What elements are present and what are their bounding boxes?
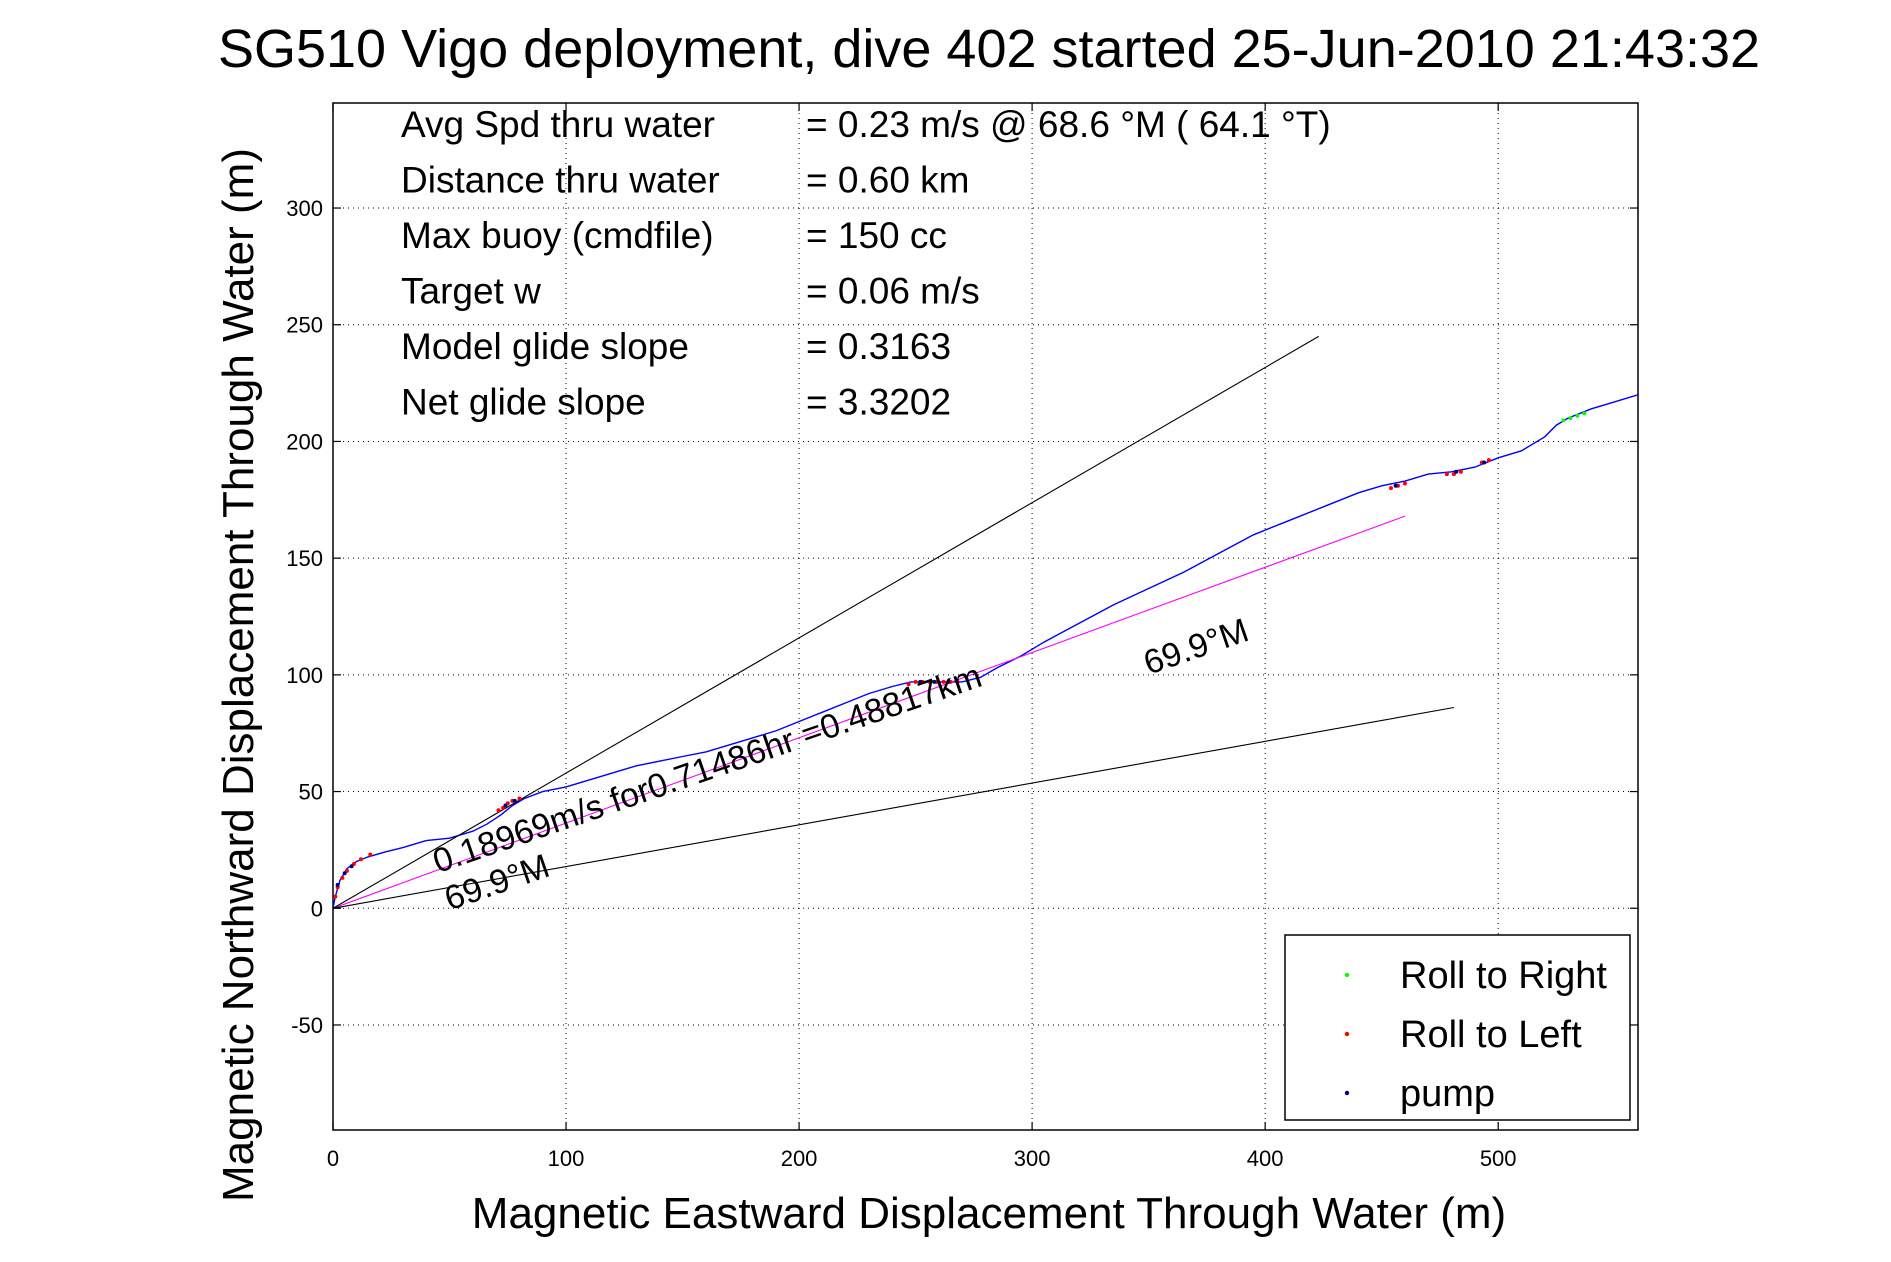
- legend-box: [1284, 934, 1631, 1121]
- marker-point: [1561, 418, 1566, 423]
- legend-label: Roll to Right: [1400, 955, 1607, 997]
- legend-label: Roll to Left: [1400, 1014, 1582, 1056]
- marker-point: [1582, 411, 1587, 416]
- legend-marker: [1344, 1031, 1350, 1037]
- track-line: [333, 394, 1638, 909]
- marker-point: [913, 679, 918, 684]
- marker-point: [335, 882, 340, 887]
- y-tick-label: 200: [286, 429, 323, 454]
- marker-point: [517, 796, 522, 801]
- info-label: Distance thru water: [401, 160, 720, 201]
- info-label: Avg Spd thru water: [401, 104, 715, 145]
- info-label: Model glide slope: [401, 326, 689, 367]
- marker-point: [1388, 486, 1393, 491]
- marker-point: [1402, 481, 1407, 486]
- y-tick-label: 100: [286, 663, 323, 688]
- info-value: = 0.3163: [806, 326, 951, 367]
- x-tick-label: 100: [548, 1146, 585, 1171]
- marker-point: [503, 803, 508, 808]
- marker-point: [340, 875, 345, 880]
- marker-point: [1486, 458, 1491, 463]
- chart-title: SG510 Vigo deployment, dive 402 started …: [218, 19, 1760, 79]
- marker-point: [333, 894, 338, 899]
- x-axis-label: Magnetic Eastward Displacement Through W…: [472, 1189, 1506, 1238]
- info-label: Target w: [401, 271, 541, 312]
- marker-point: [955, 679, 960, 684]
- marker-point: [1444, 472, 1449, 477]
- info-value: = 150 cc: [806, 215, 947, 256]
- info-label: Net glide slope: [401, 382, 646, 423]
- series-group: [333, 335, 1638, 909]
- marker-point: [1575, 413, 1580, 418]
- marker-point: [946, 679, 951, 684]
- marker-point: [1482, 460, 1487, 465]
- legend-marker: [1344, 972, 1350, 978]
- y-axis-label: Magnetic Northward Displacement Through …: [214, 148, 263, 1202]
- bound-line: [333, 335, 1319, 909]
- y-tick-label: 150: [286, 546, 323, 571]
- bound-line: [333, 706, 1454, 909]
- y-tick-label: 0: [311, 896, 323, 921]
- info-value: = 0.60 km: [806, 160, 970, 201]
- marker-point: [496, 808, 501, 813]
- marker-point: [1393, 483, 1398, 488]
- marker-point: [368, 852, 373, 857]
- legend-label: pump: [1400, 1073, 1495, 1115]
- y-tick-label: 300: [286, 196, 323, 221]
- marker-point: [512, 798, 517, 803]
- y-tick-label: 250: [286, 313, 323, 338]
- x-tick-label: 0: [327, 1146, 339, 1171]
- marker-point: [906, 682, 911, 687]
- y-tick-label: 50: [299, 780, 323, 805]
- x-tick-label: 500: [1480, 1146, 1517, 1171]
- marker-point: [1458, 469, 1463, 474]
- marker-point: [918, 679, 923, 684]
- legend-marker: [1344, 1090, 1350, 1096]
- info-value: = 0.23 m/s @ 68.6 °M ( 64.1 °T): [806, 104, 1331, 145]
- marker-point: [941, 679, 946, 684]
- info-value: = 0.06 m/s: [806, 271, 980, 312]
- marker-point: [358, 857, 363, 862]
- info-block: Avg Spd thru water = 0.23 m/s @ 68.6 °M (…: [401, 104, 1331, 423]
- heading-line: [333, 515, 1406, 909]
- marker-point: [342, 871, 347, 876]
- x-tick-label: 200: [781, 1146, 818, 1171]
- marker-point: [932, 679, 937, 684]
- info-value: = 3.3202: [806, 382, 951, 423]
- marker-point: [1568, 416, 1573, 421]
- marker-point: [1454, 469, 1459, 474]
- ticks: 0 100 200 300 400 500 -50 0 50 100 150 200 250 300: [286, 103, 1638, 1171]
- info-label: Max buoy (cmdfile): [401, 215, 714, 256]
- marker-point: [927, 679, 932, 684]
- y-tick-label: -50: [291, 1013, 323, 1038]
- x-tick-label: 400: [1247, 1146, 1284, 1171]
- marker-point: [349, 864, 354, 869]
- legend: Roll to Right Roll to Left pump: [1284, 934, 1631, 1121]
- x-tick-label: 300: [1014, 1146, 1051, 1171]
